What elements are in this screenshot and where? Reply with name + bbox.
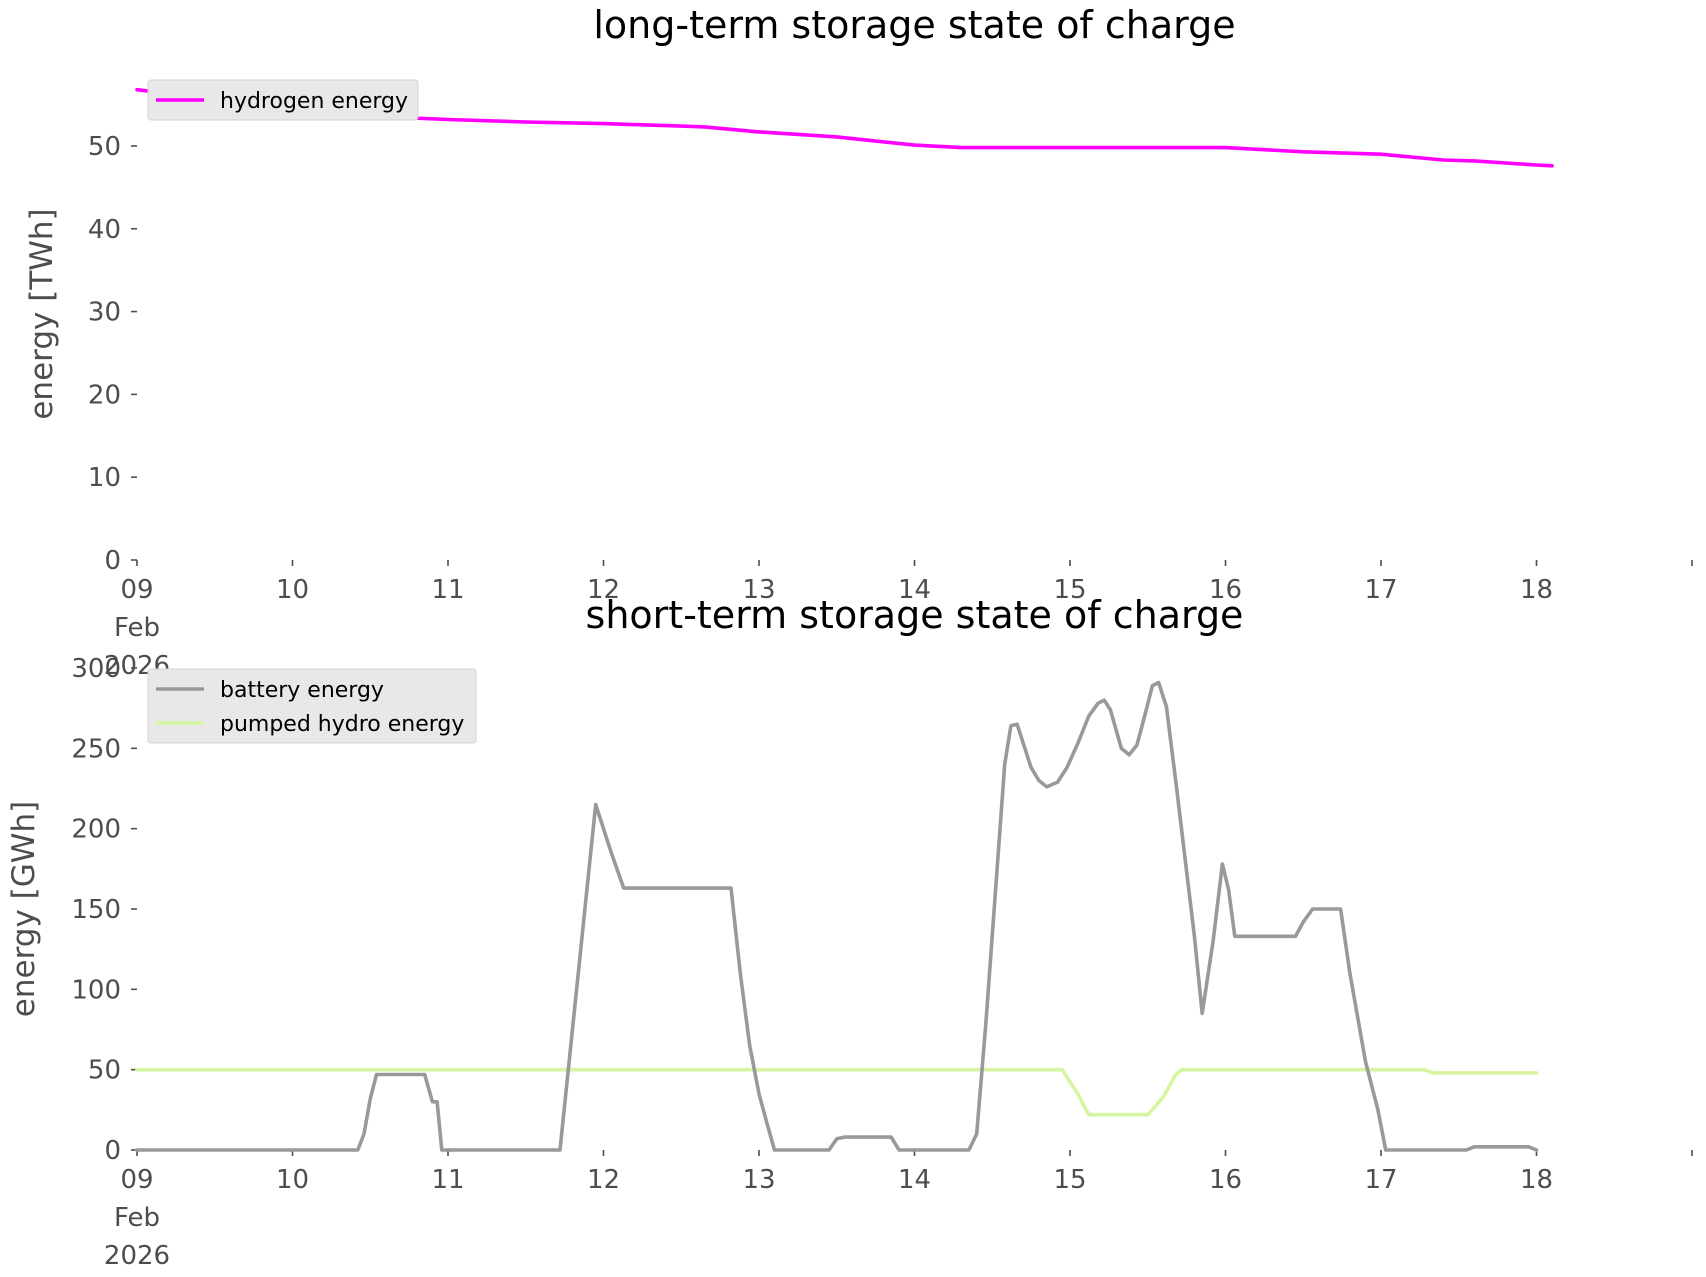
legend-label: hydrogen energy bbox=[220, 89, 408, 114]
y-tick-label: 40 bbox=[88, 215, 121, 245]
chart-2: short-term storage state of charge energy… bbox=[6, 593, 1693, 1271]
x-tick-label: 13 bbox=[742, 1165, 775, 1195]
x-tick-label: 12 bbox=[587, 575, 620, 605]
x-tick-label: 15 bbox=[1053, 575, 1086, 605]
y-tick-label: 0 bbox=[104, 546, 121, 576]
x-tick-label: 12 bbox=[587, 1165, 620, 1195]
series-line-pumped-hydro-energy bbox=[135, 1067, 1539, 1117]
y-tick-label: 0 bbox=[104, 1136, 121, 1166]
legend-box bbox=[147, 79, 419, 121]
x-tick-label: 17 bbox=[1364, 575, 1397, 605]
y-tick-label: 20 bbox=[88, 380, 121, 410]
x-tick-label: 09 Feb 2026 bbox=[104, 1165, 170, 1271]
legend: hydrogen energy bbox=[147, 79, 419, 121]
y-tick-label: 30 bbox=[88, 298, 121, 328]
x-tick-label: 14 bbox=[898, 1165, 931, 1195]
x-tick-label: 17 bbox=[1364, 1165, 1397, 1195]
chart-title: short-term storage state of charge bbox=[586, 593, 1244, 637]
chart-1: long-term storage state of charge energy … bbox=[24, 3, 1693, 681]
y-tick-label: 200 bbox=[71, 815, 121, 845]
y-tick-label: 100 bbox=[71, 975, 121, 1005]
x-tick-label: 09 Feb 2026 bbox=[104, 575, 170, 681]
x-tick-label: 11 bbox=[431, 1165, 464, 1195]
y-tick-label: 150 bbox=[71, 895, 121, 925]
x-tick-label: 18 bbox=[1520, 575, 1553, 605]
y-tick-label: 10 bbox=[88, 463, 121, 493]
x-tick-label: 11 bbox=[431, 575, 464, 605]
x-tick-label: 18 bbox=[1520, 1165, 1553, 1195]
y-tick-label: 50 bbox=[88, 132, 121, 162]
legend-label: pumped hydro energy bbox=[220, 712, 464, 737]
legend-label: battery energy bbox=[220, 678, 384, 703]
x-tick-label: 15 bbox=[1053, 1165, 1086, 1195]
series-line-battery-energy bbox=[135, 680, 1539, 1152]
y-axis-label: energy [TWh] bbox=[24, 208, 60, 419]
x-tick-label: 13 bbox=[742, 575, 775, 605]
x-tick-label: 10 bbox=[276, 575, 309, 605]
x-tick-label: 10 bbox=[276, 1165, 309, 1195]
y-tick-label: 50 bbox=[88, 1056, 121, 1086]
y-axis-label: energy [GWh] bbox=[6, 801, 42, 1017]
y-tick-label: 250 bbox=[71, 734, 121, 764]
x-tick-label: 16 bbox=[1209, 1165, 1242, 1195]
chart-title: long-term storage state of charge bbox=[593, 3, 1235, 47]
legend: battery energy pumped hydro energy bbox=[147, 668, 477, 744]
legend-box bbox=[147, 668, 477, 744]
x-tick-label: 14 bbox=[898, 575, 931, 605]
y-tick-label: 300 bbox=[71, 654, 121, 684]
x-tick-label: 16 bbox=[1209, 575, 1242, 605]
